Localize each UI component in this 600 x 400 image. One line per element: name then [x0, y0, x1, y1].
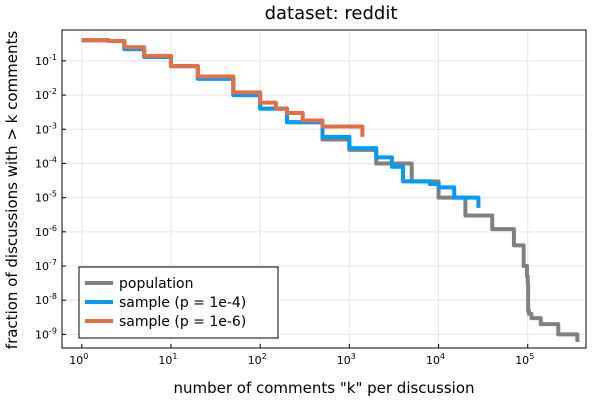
y-tick-label: 10-6 [35, 224, 57, 239]
y-tick-label: 10-5 [35, 190, 57, 205]
grid [62, 30, 586, 348]
x-tick-label: 103 [337, 352, 356, 367]
y-axis-label: fraction of discussions with > k comment… [3, 31, 21, 350]
y-tick-label: 10-4 [35, 155, 57, 170]
legend: population sample (p = 1e-4) sample (p = 1… [78, 266, 279, 339]
y-tick-label: 10-8 [35, 292, 57, 307]
y-tick-label: 10-7 [35, 258, 57, 273]
x-tick-label: 102 [248, 352, 267, 367]
x-tick-label: 104 [426, 352, 445, 367]
series-layer [81, 38, 580, 342]
plot-frame [61, 29, 587, 349]
series-line-2 [81, 38, 481, 208]
legend-label: sample (p = 1e-4) [119, 295, 246, 311]
y-tick-label: 10-9 [35, 326, 57, 341]
y-axis-ticks: 10-1 10-2 10-3 10-4 10-5 10-6 10-7 10-8 10-9 [35, 53, 66, 341]
x-tick-label: 105 [515, 352, 534, 367]
x-axis-label: number of comments "k" per discussion [173, 379, 474, 397]
chart-title: dataset: reddit [265, 3, 398, 24]
x-tick-label: 100 [69, 352, 88, 367]
y-tick-label: 10-1 [35, 53, 57, 68]
series-line-3 [81, 38, 365, 137]
legend-label: sample (p = 1e-6) [119, 314, 246, 330]
y-tick-label: 10-3 [35, 121, 57, 136]
y-tick-label: 10-2 [35, 87, 57, 102]
legend-label: population [119, 276, 194, 292]
x-axis-ticks: 100 101 102 103 104 105 [69, 344, 534, 367]
x-tick-label: 101 [158, 352, 177, 367]
